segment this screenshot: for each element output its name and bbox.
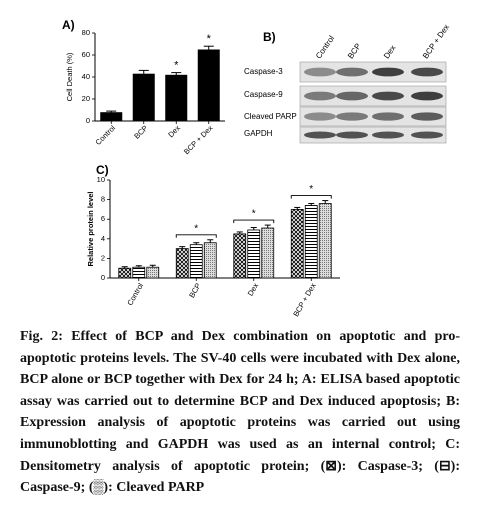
bar <box>175 248 189 279</box>
row-label: Caspase-3 <box>244 67 283 76</box>
blot-band <box>336 67 368 77</box>
bar <box>197 49 220 121</box>
x-tick-label: Control <box>94 123 118 147</box>
bar <box>189 244 203 279</box>
bar <box>318 203 332 279</box>
x-tick-label: Dex <box>166 123 182 139</box>
y-tick-label: 60 <box>82 50 90 59</box>
y-axis-label: Relative protein level <box>86 191 95 266</box>
row-label: Cleaved PARP <box>244 112 297 121</box>
bar <box>146 266 160 279</box>
significance-mark: * <box>309 184 313 195</box>
blot-band <box>372 91 404 101</box>
panel-label: B) <box>263 30 276 44</box>
bar <box>100 112 123 121</box>
bar <box>261 227 275 279</box>
significance-bracket <box>175 234 217 238</box>
bar <box>203 242 217 279</box>
blot-band <box>336 131 368 139</box>
x-tick-label: BCP <box>132 123 149 140</box>
x-tick-label: BCP + Dex <box>291 281 318 318</box>
bar <box>290 208 304 279</box>
bar <box>132 73 155 121</box>
row-label: GAPDH <box>244 129 273 138</box>
y-axis-label: Cell Death (%) <box>65 52 74 101</box>
blot-band <box>411 131 443 139</box>
lane-label: Dex <box>382 44 398 61</box>
lane-label: Control <box>314 34 336 60</box>
y-tick-label: 80 <box>82 28 90 37</box>
blot-band <box>304 131 336 139</box>
figure-caption: Fig. 2: Effect of BCP and Dex combinatio… <box>20 329 460 496</box>
panel-label: C) <box>96 163 109 177</box>
row-label: Caspase-9 <box>244 90 283 99</box>
significance-mark: * <box>252 209 256 220</box>
western-blot: B) Control BCP Dex BCP + Dex Caspase-3 Caspase… <box>244 23 451 144</box>
x-tick-label: BCP <box>187 281 203 299</box>
bar <box>118 267 132 279</box>
x-tick-label: Control <box>125 281 145 307</box>
significance-bracket <box>290 195 332 199</box>
bar <box>304 205 318 279</box>
y-tick-label: 4 <box>101 234 105 243</box>
blot-band <box>411 112 443 121</box>
significance-bracket <box>233 219 275 224</box>
bar <box>247 229 261 279</box>
y-tick-label: 20 <box>82 94 90 103</box>
blot-band <box>372 131 404 139</box>
lane-label: BCP <box>346 42 363 61</box>
x-tick-label: Dex <box>246 281 261 297</box>
blot-band <box>411 91 443 101</box>
blot-band <box>372 67 404 77</box>
lane-label: BCP + Dex <box>421 23 451 61</box>
blot-band <box>411 67 443 77</box>
y-tick-label: 0 <box>101 273 105 282</box>
blot-band <box>304 91 336 101</box>
y-tick-label: 10 <box>97 175 105 184</box>
significance-mark: * <box>174 60 179 72</box>
y-tick-label: 40 <box>82 72 90 81</box>
y-tick-label: 2 <box>101 253 105 262</box>
blot-band <box>304 112 336 121</box>
bar <box>132 266 146 279</box>
bar <box>233 233 247 279</box>
y-tick-label: 8 <box>101 195 105 204</box>
significance-mark: * <box>194 223 198 234</box>
blot-band <box>336 91 368 101</box>
blot-band <box>372 112 404 121</box>
y-tick-label: 0 <box>86 116 90 125</box>
blot-band <box>336 112 368 121</box>
y-tick-label: 6 <box>101 214 105 223</box>
x-tick-label: BCP + Dex <box>182 123 215 156</box>
significance-mark: * <box>207 33 212 45</box>
bar <box>165 74 188 121</box>
figure: B) Control BCP Dex BCP + DexCaspase-3Caspase… <box>62 18 451 318</box>
blot-band <box>304 67 336 77</box>
panel-label: A) <box>62 18 75 32</box>
